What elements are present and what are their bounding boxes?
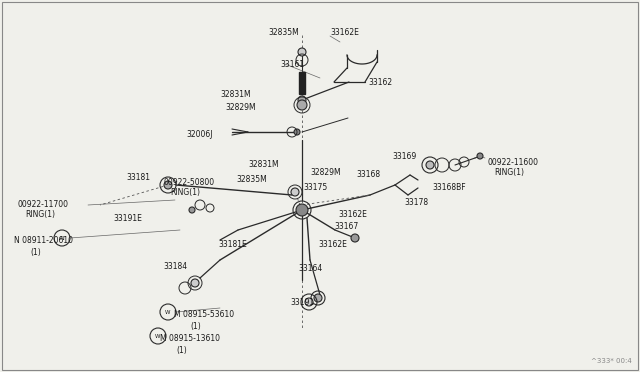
Text: (1): (1) <box>30 248 41 257</box>
Circle shape <box>305 298 313 306</box>
Text: 33162: 33162 <box>368 78 392 87</box>
Circle shape <box>426 161 434 169</box>
Circle shape <box>294 129 300 135</box>
Text: 33162E: 33162E <box>330 28 359 37</box>
Text: 33178: 33178 <box>404 198 428 207</box>
Text: RING(1): RING(1) <box>494 168 524 177</box>
Text: 33169: 33169 <box>392 152 416 161</box>
Circle shape <box>164 181 172 189</box>
Text: 32829M: 32829M <box>225 103 255 112</box>
Text: RING(1): RING(1) <box>170 188 200 197</box>
Text: 00922-11700: 00922-11700 <box>18 200 69 209</box>
Circle shape <box>298 48 306 56</box>
Text: 33167: 33167 <box>334 222 358 231</box>
Text: 33168BF: 33168BF <box>432 183 466 192</box>
Text: W: W <box>156 334 161 339</box>
Text: N: N <box>60 235 65 241</box>
Text: 00922-11600: 00922-11600 <box>487 158 538 167</box>
Text: RING(1): RING(1) <box>25 210 55 219</box>
Text: 33168: 33168 <box>356 170 380 179</box>
Text: 33162E: 33162E <box>318 240 347 249</box>
Text: ^333* 00:4: ^333* 00:4 <box>591 358 632 364</box>
Text: 32829M: 32829M <box>310 168 340 177</box>
Circle shape <box>191 279 199 287</box>
Text: (1): (1) <box>190 322 201 331</box>
Text: 33161: 33161 <box>280 60 304 69</box>
Circle shape <box>291 188 299 196</box>
Circle shape <box>296 204 308 216</box>
Text: 33191: 33191 <box>290 298 314 307</box>
Text: 32831M: 32831M <box>248 160 278 169</box>
Text: 33184: 33184 <box>163 262 187 271</box>
Text: M 08915-13610: M 08915-13610 <box>160 334 220 343</box>
Circle shape <box>351 234 359 242</box>
Circle shape <box>189 207 195 213</box>
Text: (1): (1) <box>176 346 187 355</box>
Circle shape <box>314 294 322 302</box>
Text: M 08915-53610: M 08915-53610 <box>174 310 234 319</box>
Text: 32835M: 32835M <box>268 28 299 37</box>
Text: 33162E: 33162E <box>338 210 367 219</box>
Text: 33175: 33175 <box>303 183 327 192</box>
Text: 00922-50800: 00922-50800 <box>163 178 214 187</box>
Circle shape <box>298 96 306 104</box>
Text: N 08911-20610: N 08911-20610 <box>14 236 73 245</box>
Text: 32006J: 32006J <box>186 130 212 139</box>
Text: W: W <box>165 310 171 314</box>
Text: 33181E: 33181E <box>218 240 247 249</box>
Text: 32835M: 32835M <box>236 175 267 184</box>
Text: 33164: 33164 <box>298 264 323 273</box>
Circle shape <box>477 153 483 159</box>
Text: 32831M: 32831M <box>220 90 251 99</box>
Bar <box>299 72 305 94</box>
Text: 33181: 33181 <box>126 173 150 182</box>
Circle shape <box>297 100 307 110</box>
Text: 33191E: 33191E <box>113 214 142 223</box>
